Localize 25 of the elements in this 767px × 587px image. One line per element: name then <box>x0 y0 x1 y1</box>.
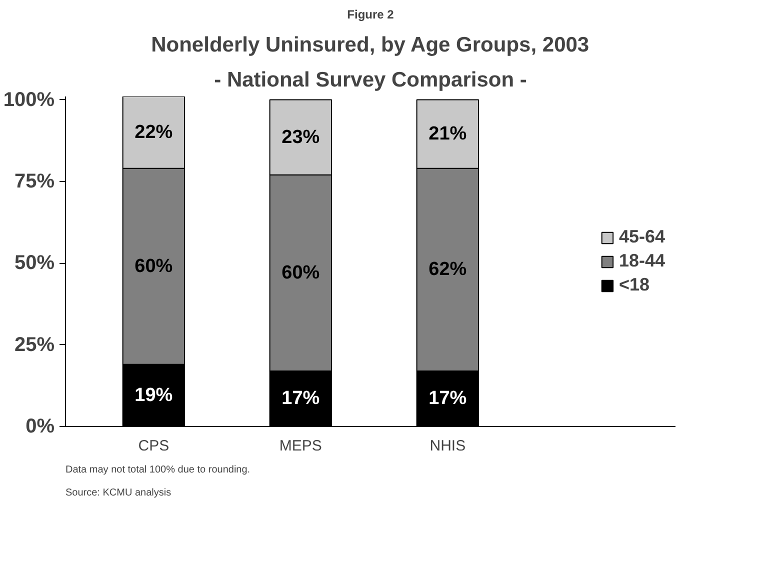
legend-label: <18 <box>618 274 650 296</box>
legend-label: 18-44 <box>618 250 665 272</box>
legend-label: 45-64 <box>618 226 665 248</box>
data-label: 23% <box>282 126 320 148</box>
data-label: 19% <box>134 384 173 406</box>
caption: Figure 2 <box>347 8 394 22</box>
data-label: 22% <box>134 122 173 143</box>
data-label: 62% <box>428 259 467 280</box>
text: Data may not total 100% due to rounding. <box>66 464 250 476</box>
y-tick-label: 100% <box>3 88 55 111</box>
y-tick-label: 50% <box>14 252 55 274</box>
data-label: 17% <box>428 388 467 410</box>
data-label: 60% <box>282 262 320 284</box>
y-tick-label: 25% <box>14 334 55 356</box>
x-tick-label: CPS <box>138 438 170 454</box>
y-tick-label: 75% <box>14 170 55 192</box>
chart-subtitle: - National Survey Comparison - <box>214 68 527 92</box>
data-label: 21% <box>428 124 467 145</box>
x-tick-label: NHIS <box>430 438 466 454</box>
chart-title: Nonelderly Uninsured, by Age Groups, 2003 <box>151 34 590 56</box>
data-label: 60% <box>134 256 173 277</box>
data-label: 17% <box>282 388 320 410</box>
x-tick-label: MEPS <box>279 438 322 454</box>
y-tick-label: 0% <box>26 416 55 438</box>
source-note: Source: KCMU analysis <box>66 488 172 498</box>
